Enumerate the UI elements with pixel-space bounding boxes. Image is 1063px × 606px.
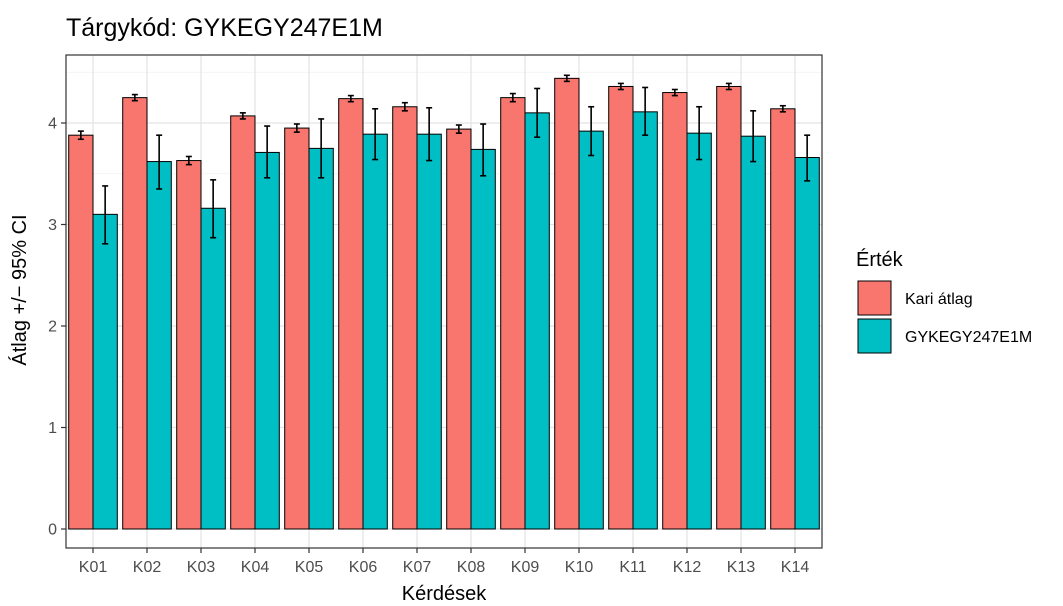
error-bar — [455, 124, 462, 134]
bar-gykegy247e1m-k07 — [416, 133, 442, 530]
bar-kari-tlag-k11 — [608, 85, 634, 530]
error-bar — [239, 112, 246, 120]
bar-kari-tlag-k14 — [770, 108, 796, 530]
error-bar — [347, 94, 354, 103]
bar-kari-tlag-k04 — [230, 115, 256, 530]
x-tick-label: K02 — [133, 559, 162, 576]
chart-title: Tárgykód: GYKEGY247E1M — [66, 14, 383, 42]
x-tick-label: K10 — [565, 559, 594, 576]
bar-gykegy247e1m-k14 — [794, 157, 820, 530]
bar-kari-tlag-k02 — [122, 97, 148, 530]
legend-label: Kari átlag — [905, 291, 973, 308]
bar-kari-tlag-k06 — [338, 98, 364, 530]
legend: Érték Kari átlag GYKEGY247E1M — [856, 248, 1032, 354]
x-tick-label: K05 — [295, 559, 324, 576]
y-tick-label: 4 — [48, 116, 57, 133]
error-bar — [401, 101, 408, 112]
x-tick-label: K11 — [619, 559, 646, 576]
bar-gykegy247e1m-k09 — [524, 112, 550, 530]
error-bar — [156, 134, 163, 190]
bar-gykegy247e1m-k08 — [470, 148, 496, 530]
x-tick-label: K06 — [349, 559, 378, 576]
error-bar — [588, 105, 595, 157]
error-bar — [264, 125, 271, 179]
y-axis: 0 1 2 3 4 — [48, 116, 66, 539]
x-tick-label: K04 — [241, 559, 270, 576]
x-axis: K01 K02 K03 K04 K05 K06 K07 K08 K09 K10 K11 K12 K13 K… — [79, 548, 810, 576]
error-bar — [372, 107, 379, 161]
bar-gykegy247e1m-k05 — [308, 147, 334, 530]
x-tick-label: K13 — [727, 559, 756, 576]
error-bar — [77, 130, 84, 141]
error-bar — [563, 74, 570, 83]
legend-title: Érték — [856, 248, 904, 271]
bar-gykegy247e1m-k04 — [254, 151, 280, 530]
bar-gykegy247e1m-k10 — [578, 130, 604, 530]
bar-gykegy247e1m-k06 — [362, 133, 388, 530]
x-tick-label: K14 — [781, 559, 810, 576]
y-tick-label: 0 — [48, 522, 57, 539]
bar-kari-tlag-k12 — [662, 92, 688, 530]
error-bar — [725, 82, 732, 91]
error-bar — [779, 104, 786, 113]
legend-key — [857, 318, 892, 354]
bar-gykegy247e1m-k03 — [200, 207, 226, 530]
legend-label: GYKEGY247E1M — [905, 329, 1032, 346]
bar-gykegy247e1m-k11 — [632, 111, 658, 530]
error-bar — [185, 155, 192, 166]
error-bar — [696, 105, 703, 161]
bar-kari-tlag-k05 — [284, 127, 310, 530]
bars — [65, 54, 823, 549]
panel-border — [65, 54, 823, 549]
x-tick-label: K09 — [511, 559, 540, 576]
x-tick-label: K12 — [673, 559, 702, 576]
error-bar — [642, 86, 649, 136]
error-bar — [102, 185, 109, 245]
y-tick-label: 2 — [48, 319, 57, 336]
error-bar — [426, 106, 433, 162]
bar-kari-tlag-k01 — [68, 134, 94, 530]
error-bar — [293, 123, 300, 133]
bar-gykegy247e1m-k02 — [146, 161, 172, 530]
error-bar — [480, 123, 487, 177]
error-bars — [77, 74, 811, 245]
error-bar — [617, 82, 624, 91]
y-axis-title: Átlag +/− 95% CI — [8, 214, 31, 365]
x-tick-label: K03 — [187, 559, 216, 576]
bar-gykegy247e1m-k13 — [740, 135, 766, 530]
x-axis-title: Kérdések — [402, 583, 487, 605]
x-tick-label: K08 — [457, 559, 486, 576]
bar-gykegy247e1m-k01 — [92, 213, 118, 530]
x-tick-label: K01 — [79, 559, 108, 576]
bar-kari-tlag-k13 — [716, 85, 742, 530]
error-bar — [750, 110, 757, 163]
bar-kari-tlag-k10 — [554, 77, 580, 530]
y-tick-label: 1 — [48, 420, 57, 437]
legend-key — [857, 280, 892, 316]
error-bar — [671, 88, 678, 97]
bar-kari-tlag-k07 — [392, 106, 418, 530]
error-bar — [210, 179, 217, 239]
error-bar — [318, 118, 325, 179]
error-bar — [804, 134, 811, 182]
error-bar — [509, 92, 516, 103]
error-bar — [131, 93, 138, 102]
error-bar — [534, 87, 541, 139]
bar-kari-tlag-k09 — [500, 97, 526, 530]
y-tick-label: 3 — [48, 217, 57, 234]
bar-gykegy247e1m-k12 — [686, 132, 712, 530]
bar-kari-tlag-k03 — [176, 160, 202, 530]
bar-kari-tlag-k08 — [446, 128, 472, 530]
x-tick-label: K07 — [403, 559, 432, 576]
